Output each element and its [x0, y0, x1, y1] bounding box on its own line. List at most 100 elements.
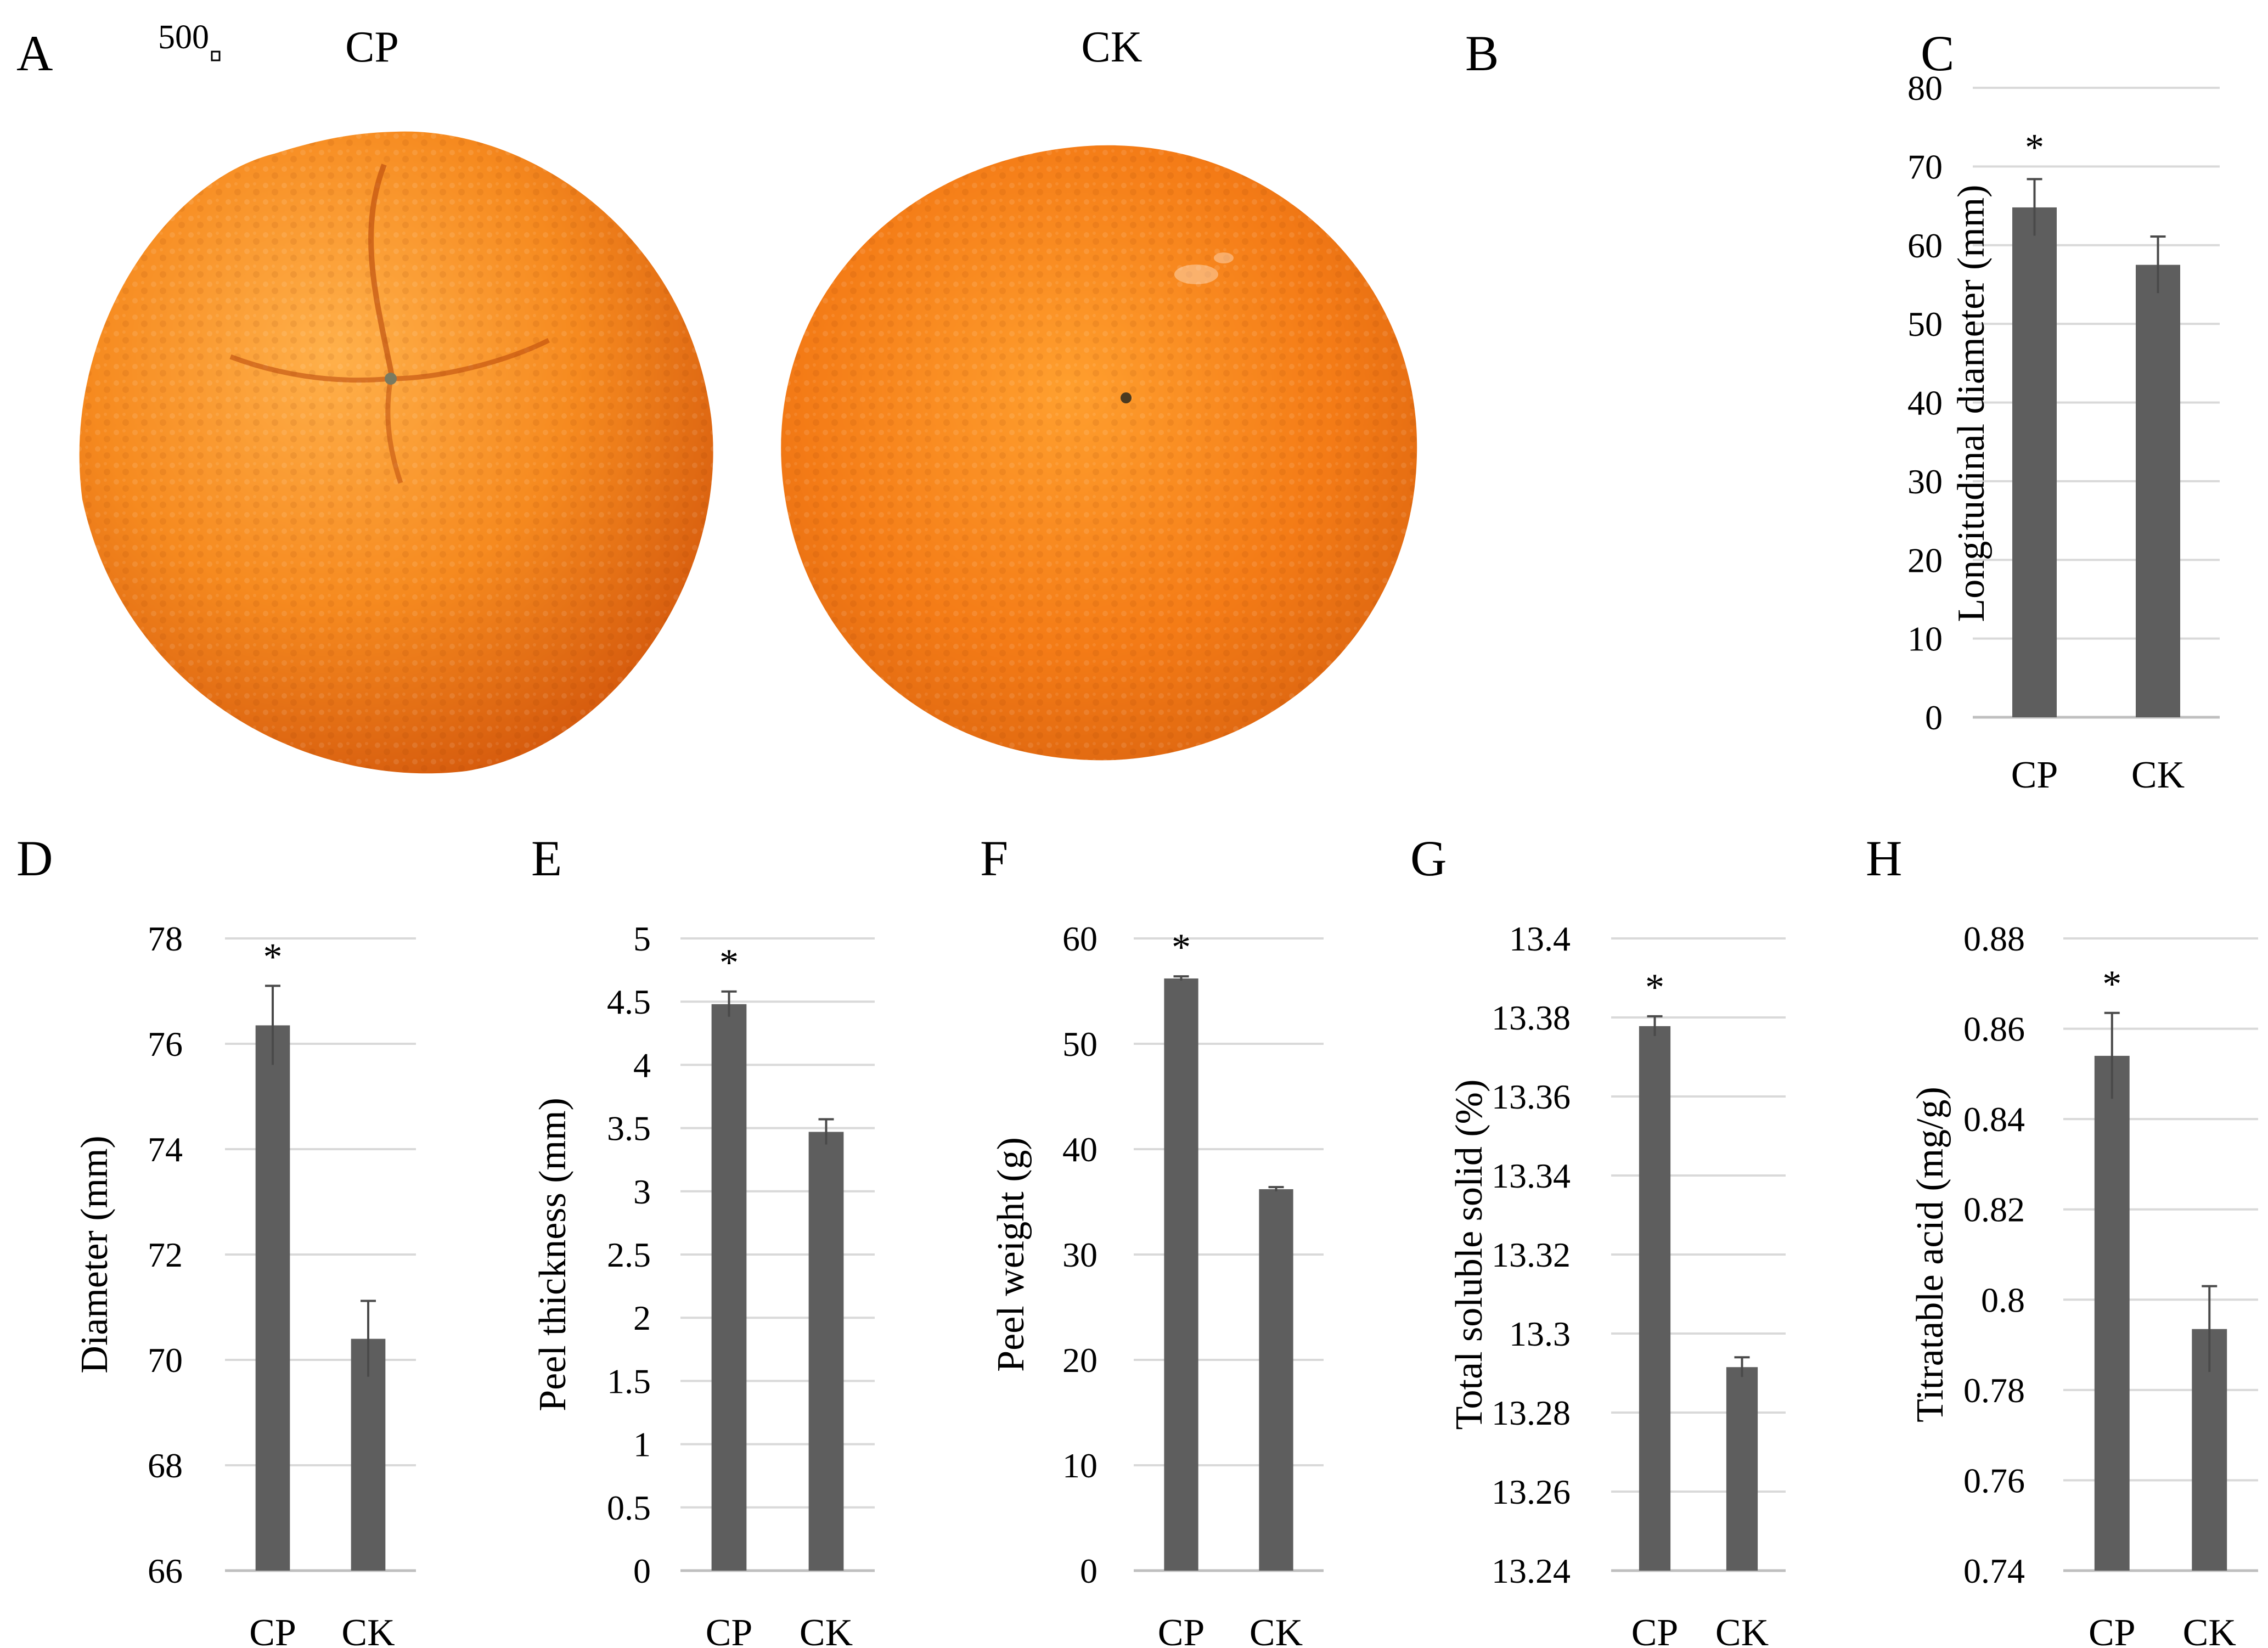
y-tick-label: 20: [1062, 1341, 1098, 1380]
y-tick-label: 66: [148, 1551, 183, 1590]
panel-d-diameter-chart: D 66 68 70 72 74 76 78 Diameter (mm) CP * CK: [16, 830, 416, 1648]
y-tick-label: 1.5: [607, 1362, 651, 1400]
y-tick-label: 13.34: [1492, 1156, 1571, 1195]
panel-letter-c: C: [1921, 25, 1954, 81]
significance-star: *: [2102, 963, 2121, 1005]
y-tick-label: 3: [633, 1172, 651, 1211]
y-tick-label: 0.76: [1963, 1461, 2025, 1500]
panel-letter-h: H: [1866, 830, 1902, 886]
y-tick-label: 13.4: [1509, 919, 1571, 958]
scale-bar-box-icon: [211, 50, 221, 61]
category-label-cp: CP: [249, 1612, 296, 1648]
category-label-ck: CK: [800, 1612, 853, 1648]
y-tick-label: 13.32: [1492, 1235, 1571, 1274]
y-tick-label: 20: [1907, 541, 1943, 580]
y-tick-label: 3.5: [607, 1109, 651, 1148]
panel-c-longitudinal-diameter-chart: C 0 10 20 30 40 50 60 70 80 Longitudinal diameter…: [1907, 25, 2220, 796]
y-tick-label: 4.5: [607, 982, 651, 1021]
significance-star: *: [719, 942, 739, 984]
y-tick-label: 5: [633, 919, 651, 958]
y-tick-label: 0.84: [1963, 1100, 2025, 1139]
y-tick-label: 1: [633, 1425, 651, 1464]
y-tick-label: 74: [148, 1130, 183, 1169]
y-tick-label: 13.28: [1492, 1393, 1571, 1432]
category-label-cp: CP: [2011, 754, 2058, 796]
y-tick-label: 10: [1907, 620, 1943, 659]
category-label-ck: CK: [1250, 1612, 1303, 1648]
category-label-ck: CK: [341, 1612, 395, 1648]
y-tick-label: 0.74: [1963, 1551, 2025, 1590]
y-tick-label: 0: [1080, 1551, 1098, 1590]
category-label-ck: CK: [2131, 754, 2185, 796]
photo-label-cp: CP: [345, 23, 399, 71]
y-tick-label: 13.38: [1492, 998, 1571, 1037]
y-tick-label: 2.5: [607, 1235, 651, 1274]
bar-ck: [351, 1338, 386, 1571]
bar-cp: [2094, 1055, 2130, 1571]
y-tick-label: 0.88: [1963, 919, 2025, 958]
y-tick-label: 13.3: [1509, 1314, 1571, 1353]
panel-letter-g: G: [1410, 830, 1447, 886]
panel-letter-f: F: [980, 830, 1008, 886]
category-label-cp: CP: [1158, 1612, 1205, 1648]
category-label-cp: CP: [2089, 1612, 2136, 1648]
panel-e-peel-thickness-chart: E 0 0.5 1 1.5 2 2.5 3 3.5 4 4.5 5 Peel thickness (m…: [531, 830, 875, 1648]
y-axis-label: Diameter (mm): [74, 1135, 116, 1373]
y-axis-label: Peel weight (g): [990, 1137, 1032, 1372]
y-tick-label: 0.5: [607, 1488, 651, 1527]
y-tick-label: 40: [1062, 1130, 1098, 1169]
photo-label-ck: CK: [1081, 23, 1142, 71]
y-tick-label: 68: [148, 1446, 183, 1485]
ck-fruit-photo: [781, 145, 1417, 761]
bar-cp: [255, 1025, 290, 1571]
y-axis-label: Longitudinal diameter (mm): [1950, 184, 1993, 622]
y-tick-label: 70: [148, 1341, 183, 1380]
y-tick-label: 0: [1925, 698, 1943, 737]
y-tick-label: 76: [148, 1025, 183, 1064]
y-tick-label: 50: [1062, 1025, 1098, 1064]
y-tick-label: 80: [1907, 69, 1943, 108]
bar-cp: [1639, 1026, 1671, 1571]
y-tick-label: 4: [633, 1045, 651, 1084]
significance-star: *: [263, 936, 283, 978]
significance-star: *: [1645, 966, 1664, 1009]
panel-letter-a: A: [16, 25, 53, 81]
y-tick-label: 13.26: [1492, 1472, 1571, 1511]
y-tick-label: 40: [1907, 384, 1943, 423]
bar-ck: [808, 1132, 844, 1571]
y-tick-label: 78: [148, 919, 183, 958]
scale-bar-label: 500: [158, 19, 209, 56]
y-tick-label: 30: [1062, 1235, 1098, 1274]
y-tick-label: 70: [1907, 147, 1943, 186]
y-tick-label: 2: [633, 1298, 651, 1337]
significance-star: *: [1172, 926, 1191, 969]
y-axis-label: Total soluble solid (%): [1448, 1079, 1490, 1430]
bar-ck: [2136, 265, 2180, 717]
category-label-cp: CP: [1631, 1612, 1679, 1648]
y-tick-label: 13.36: [1492, 1077, 1571, 1116]
y-axis-label: Peel thickness (mm): [532, 1098, 574, 1411]
y-tick-label: 50: [1907, 305, 1943, 344]
y-tick-label: 0.8: [1981, 1280, 2025, 1319]
panel-a-photos: A 500 CP CK: [16, 19, 1417, 774]
panel-letter-e: E: [531, 830, 562, 886]
y-tick-label: 10: [1062, 1446, 1098, 1485]
y-tick-label: 60: [1062, 919, 1098, 958]
y-tick-label: 0.86: [1963, 1010, 2025, 1049]
cp-fruit-photo: [79, 131, 713, 774]
category-label-cp: CP: [706, 1612, 753, 1648]
bar-cp: [711, 1004, 747, 1571]
y-tick-label: 72: [148, 1235, 183, 1274]
y-tick-label: 60: [1907, 226, 1943, 265]
panel-letter-d: D: [16, 830, 53, 886]
panel-g-total-soluble-solid-chart: G 13.24 13.26 13.28 13.3 13.32 13.34 13.36 13.3…: [1410, 830, 1786, 1648]
bar-cp: [1164, 978, 1198, 1571]
y-tick-label: 0.82: [1963, 1190, 2025, 1229]
category-label-ck: CK: [2183, 1612, 2236, 1648]
y-tick-label: 13.24: [1492, 1551, 1571, 1590]
y-axis-label: Titratable acid (mg/g): [1909, 1087, 1951, 1422]
significance-star: *: [2025, 126, 2044, 168]
panel-f-peel-weight-chart: F 0 10 20 30 40 50 60 Peel weight (g) CP * CK: [980, 830, 1324, 1648]
panel-letter-b: B: [1465, 25, 1499, 81]
